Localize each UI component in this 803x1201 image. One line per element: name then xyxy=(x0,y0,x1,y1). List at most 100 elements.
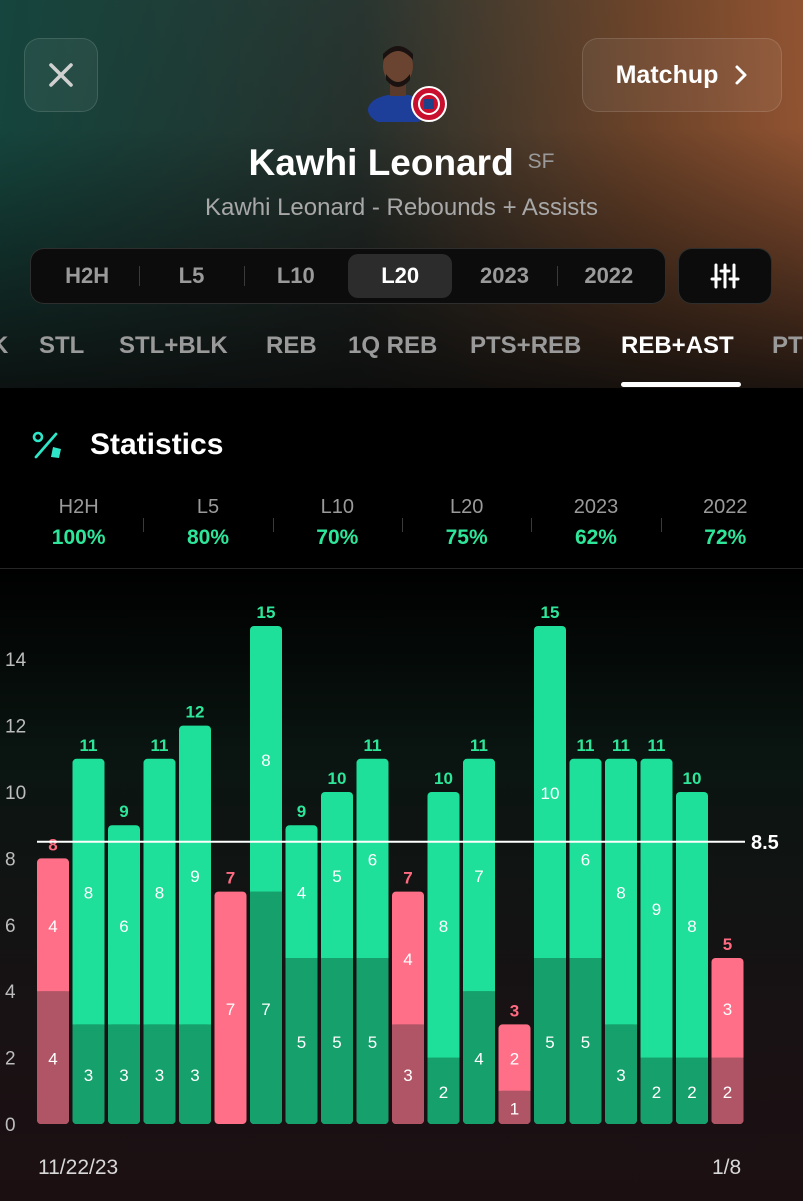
stat-tabs: K STL STL+BLK REB 1Q REB PTS+REB REB+AST… xyxy=(0,318,803,388)
bar-total-label: 11 xyxy=(80,736,98,755)
bar-segment-joint xyxy=(605,1024,637,1031)
bar-total-label: 10 xyxy=(683,769,702,788)
summary-value: 100% xyxy=(51,526,106,549)
player-header: Matchup Kawhi Leonard SF Kawhi Leonard - … xyxy=(0,0,803,388)
bar-segment-bottom xyxy=(711,1057,744,1124)
bar-segment-top xyxy=(214,891,247,1124)
stat-tab-k[interactable]: K xyxy=(0,332,8,360)
bar-segment-joint xyxy=(108,1024,140,1031)
bar-segment-bottom xyxy=(569,958,602,1124)
bar-segment-label: 2 xyxy=(510,1050,519,1069)
range-tab-l10[interactable]: L10 xyxy=(243,254,348,298)
bar-segment-joint xyxy=(179,1024,211,1031)
bar-segment-label: 5 xyxy=(368,1033,377,1052)
bar-total-label: 11 xyxy=(151,736,169,755)
y-tick-label: 10 xyxy=(5,783,26,804)
range-tab-2023[interactable]: 2023 xyxy=(480,263,529,288)
range-tab-l20[interactable]: L20 xyxy=(347,254,453,298)
bar-segment-label: 2 xyxy=(652,1083,661,1102)
range-tab-l5[interactable]: L5 xyxy=(139,254,243,298)
bar-segment-joint xyxy=(285,958,318,964)
player-name: Kawhi Leonard SF xyxy=(0,142,803,184)
sliders-icon xyxy=(710,263,740,289)
bar-segment-joint xyxy=(711,1057,744,1064)
bar-segment-label: 3 xyxy=(155,1066,164,1085)
range-tab-2022[interactable]: 2022 xyxy=(556,254,661,298)
active-tab-indicator xyxy=(621,382,741,387)
y-tick-label: 12 xyxy=(5,717,26,738)
stat-tab-reb[interactable]: REB xyxy=(266,332,317,359)
stat-tab-reb-ast[interactable]: REB+AST xyxy=(621,332,734,359)
range-tab-h2h[interactable]: H2H xyxy=(65,263,110,288)
player-position: SF xyxy=(527,150,555,173)
bar-segment-joint xyxy=(143,1024,176,1031)
bar-segment-label: 8 xyxy=(687,917,696,936)
bar-segment-label: 3 xyxy=(723,1000,732,1019)
bar-segment-joint xyxy=(498,1090,531,1097)
y-tick-label: 6 xyxy=(5,916,16,937)
bar-segment-bottom xyxy=(498,1090,531,1124)
stat-tab-1q-reb[interactable]: 1Q REB xyxy=(348,332,438,359)
summary-value: 75% xyxy=(445,526,488,549)
percent-icon xyxy=(32,431,61,459)
bar-segment-label: 5 xyxy=(332,1033,341,1052)
bar-segment-label: 5 xyxy=(332,867,341,886)
bar-segment-bottom xyxy=(534,958,566,1124)
chevron-right-icon xyxy=(735,65,747,85)
bar-total-label: 5 xyxy=(723,935,732,954)
bar-segment-label: 2 xyxy=(687,1083,696,1102)
bar-segment-label: 10 xyxy=(541,784,560,803)
y-tick-label: 14 xyxy=(5,650,27,671)
bar-segment-label: 4 xyxy=(297,884,306,903)
bar-segment-bottom xyxy=(605,1024,637,1124)
summary-label: 2023 xyxy=(573,496,619,518)
summary-label: L10 xyxy=(320,496,354,518)
bar-segment-label: 2 xyxy=(723,1083,732,1102)
stat-tab-stl-blk[interactable]: STL+BLK xyxy=(119,332,228,359)
bar-segment-top xyxy=(640,758,673,1124)
bar-segment-label: 9 xyxy=(652,900,661,919)
bar-total-label: 11 xyxy=(577,736,595,755)
matchup-label: Matchup xyxy=(615,60,719,89)
statistics-header: Statistics xyxy=(0,388,803,468)
filter-button[interactable] xyxy=(678,248,772,304)
close-button[interactable] xyxy=(24,38,98,112)
close-icon xyxy=(49,63,73,87)
bar-segment-label: 2 xyxy=(439,1083,448,1102)
bar-total-label: 11 xyxy=(612,736,630,755)
bar-segment-label: 8 xyxy=(439,917,448,936)
bar-segment-label: 9 xyxy=(190,867,199,886)
bar-segment-label: 7 xyxy=(474,867,483,886)
bar-segment-bottom xyxy=(37,991,69,1124)
bar-segment-label: 1 xyxy=(510,1099,519,1118)
bar-segment-bottom xyxy=(108,1024,140,1124)
summary-l20: L20 75% xyxy=(401,496,531,556)
bar-total-label: 15 xyxy=(257,603,276,622)
stat-tab-stl[interactable]: STL xyxy=(39,332,85,359)
chart-end-date: 1/8 xyxy=(712,1156,742,1179)
bar-total-label: 10 xyxy=(328,769,347,788)
summary-2023: 2023 62% xyxy=(531,496,660,556)
summary-label: 2022 xyxy=(703,496,748,518)
matchup-button[interactable]: Matchup xyxy=(582,38,782,112)
summary-value: 80% xyxy=(186,526,229,549)
bar-segment-bottom xyxy=(179,1024,211,1124)
stat-tab-pts-reb[interactable]: PTS+REB xyxy=(470,332,582,359)
bar-segment-joint xyxy=(321,958,353,964)
bar-total-label: 7 xyxy=(403,869,412,888)
bar-segment-label: 6 xyxy=(581,850,590,869)
bar-total-label: 11 xyxy=(364,736,382,755)
player-name-text: Kawhi Leonard xyxy=(248,142,514,183)
bar-segment-label: 3 xyxy=(119,1066,128,1085)
stat-tab-pt[interactable]: PT xyxy=(772,332,803,359)
bar-segment-label: 4 xyxy=(474,1050,483,1069)
bar-segment-label: 3 xyxy=(190,1066,199,1085)
bar-segment-bottom xyxy=(463,991,495,1124)
y-tick-label: 0 xyxy=(5,1115,16,1136)
bar-segment-bottom xyxy=(392,1024,424,1124)
bar-total-label: 11 xyxy=(648,736,666,755)
bar-segment-label: 4 xyxy=(48,1050,57,1069)
bar-segment-bottom xyxy=(356,958,389,1124)
bar-segment-top xyxy=(427,792,460,1124)
bar-segment-label: 8 xyxy=(616,884,625,903)
